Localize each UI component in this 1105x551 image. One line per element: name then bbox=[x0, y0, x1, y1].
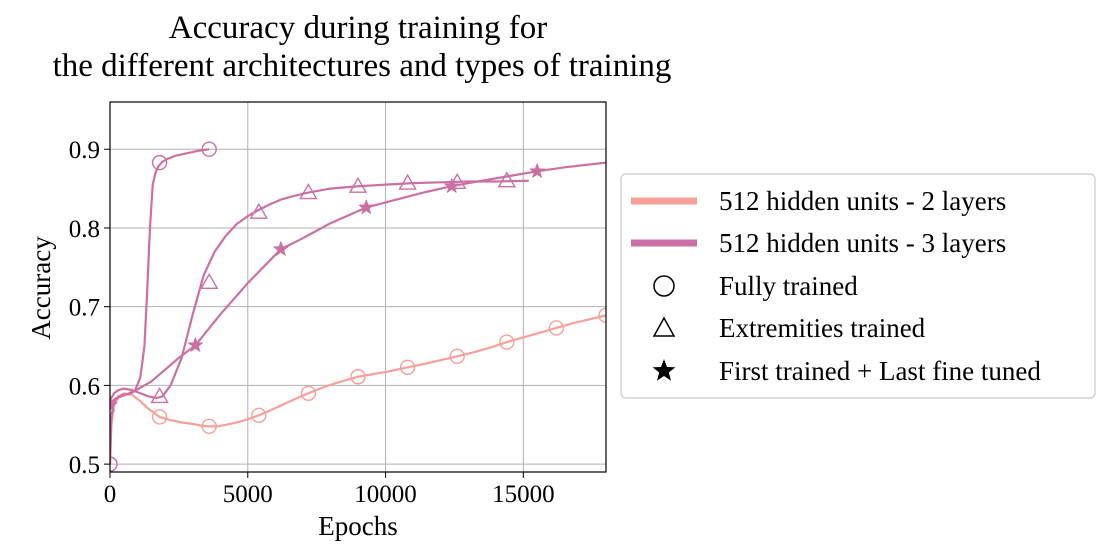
data-point-s2_fully bbox=[548, 320, 565, 336]
axis-ticks: 0 5000 10000 15000 0.5 0.6 0.7 0.8 0.9 bbox=[69, 137, 555, 508]
legend-label: 512 hidden units - 2 layers bbox=[719, 186, 1006, 216]
data-point-s3_first_last bbox=[272, 240, 290, 257]
data-point-s3_first_last bbox=[110, 396, 119, 413]
data-point-s3_extremities bbox=[199, 272, 219, 289]
data-point-s2_fully bbox=[399, 359, 416, 375]
plot-area bbox=[110, 141, 606, 472]
data-point-s3_fully bbox=[110, 456, 118, 472]
legend-label: First trained + Last fine tuned bbox=[719, 356, 1041, 386]
legend-circle-marker bbox=[653, 275, 675, 297]
data-point-s3_extremities bbox=[447, 172, 467, 189]
x-tick-label: 0 bbox=[104, 481, 117, 508]
data-point-s3_extremities bbox=[497, 171, 517, 188]
data-point-s3_first_last bbox=[187, 336, 204, 353]
y-tick-label: 0.5 bbox=[69, 452, 100, 479]
data-point-s2_fully bbox=[251, 407, 267, 424]
legend-triangle-marker bbox=[652, 316, 676, 337]
legend-item: Fully trained bbox=[653, 271, 858, 301]
legend-item: 512 hidden units - 3 layers bbox=[631, 228, 1006, 258]
legend-frame bbox=[620, 173, 1096, 399]
data-point-s2_fully bbox=[300, 385, 317, 401]
series-line-s3_first_last bbox=[110, 161, 606, 406]
legend: 512 hidden units - 2 layers 512 hidden un… bbox=[620, 173, 1096, 399]
x-axis-label: Epochs bbox=[318, 511, 397, 541]
x-tick-label: 5000 bbox=[223, 481, 273, 508]
data-point-s3_first_last bbox=[443, 177, 460, 194]
legend-item: 512 hidden units - 2 layers bbox=[631, 186, 1006, 216]
legend-label: Extremities trained bbox=[719, 313, 926, 343]
series-s3_extremities bbox=[110, 171, 529, 404]
data-point-s2_fully bbox=[350, 369, 366, 385]
data-point-s3_fully bbox=[201, 141, 217, 157]
y-tick-label: 0.9 bbox=[69, 137, 100, 164]
data-point-s2_fully bbox=[151, 409, 168, 425]
data-point-s3_extremities bbox=[348, 176, 368, 193]
y-tick-label: 0.6 bbox=[69, 373, 100, 400]
chart-title-line-2: the different architectures and types of… bbox=[53, 48, 672, 84]
data-point-s3_fully bbox=[151, 154, 168, 171]
series-s3_first_last bbox=[110, 161, 606, 413]
data-point-s3_extremities bbox=[249, 202, 269, 219]
legend-item: First trained + Last fine tuned bbox=[652, 356, 1041, 386]
series-line-s3_extremities bbox=[110, 179, 529, 402]
y-tick-label: 0.8 bbox=[69, 216, 100, 243]
data-point-s3_first_last bbox=[528, 162, 546, 179]
data-point-s2_fully bbox=[201, 418, 217, 435]
series-s2_fully bbox=[110, 307, 606, 472]
data-point-s3_extremities bbox=[398, 173, 417, 190]
series-line-s2_fully bbox=[110, 314, 606, 465]
data-point-s3_extremities bbox=[299, 183, 318, 200]
plot-frame bbox=[109, 101, 607, 473]
x-tick-label: 15000 bbox=[492, 481, 555, 508]
legend-star-marker bbox=[652, 359, 676, 381]
legend-item: Extremities trained bbox=[652, 313, 926, 343]
data-point-s3_extremities bbox=[150, 387, 169, 404]
chart-title-line-1: Accuracy during training for bbox=[169, 10, 547, 46]
y-axis-label: Accuracy bbox=[26, 236, 56, 340]
data-point-s2_fully bbox=[499, 334, 515, 350]
x-tick-label: 10000 bbox=[354, 481, 417, 508]
legend-label: Fully trained bbox=[719, 271, 858, 301]
grid-lines bbox=[109, 102, 606, 472]
y-tick-label: 0.7 bbox=[69, 295, 100, 322]
legend-label: 512 hidden units - 3 layers bbox=[719, 228, 1006, 258]
data-point-s2_fully bbox=[449, 348, 465, 364]
data-point-s3_first_last bbox=[357, 198, 375, 215]
data-point-s2_fully bbox=[598, 307, 606, 324]
